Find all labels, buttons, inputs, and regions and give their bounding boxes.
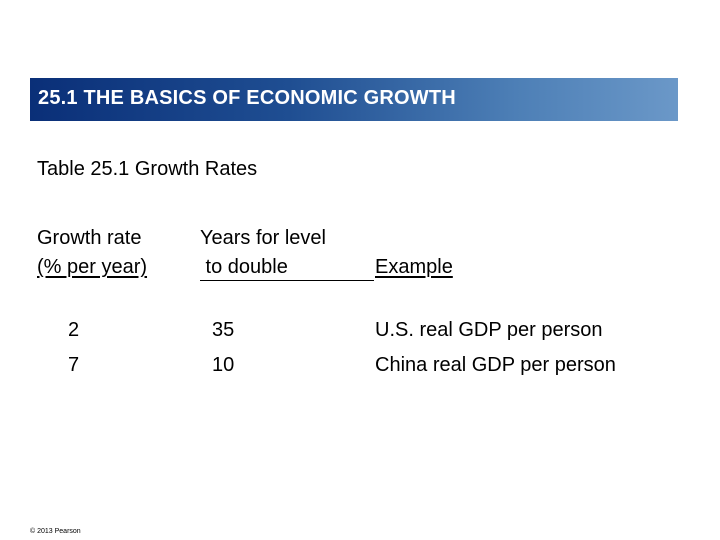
title-bar: 25.1 THE BASICS OF ECONOMIC GROWTH: [30, 78, 678, 121]
copyright-notice: © 2013 Pearson: [30, 528, 81, 535]
table-cell-years-to-double: 35: [212, 319, 235, 341]
column-header-years-line1: Years for level: [200, 227, 326, 249]
column-header-years-underline: [200, 280, 374, 281]
column-header-growth-rate-line1: Growth rate: [37, 227, 142, 249]
column-header-years-line2: to double: [200, 256, 288, 278]
slide-title: 25.1 THE BASICS OF ECONOMIC GROWTH: [38, 87, 456, 109]
column-header-growth-rate-line2: (% per year): [37, 256, 148, 278]
table-cell-growth-rate: 2: [68, 319, 80, 341]
column-header-example: Example: [375, 256, 453, 278]
table-cell-years-to-double: 10: [212, 354, 235, 376]
table-cell-example: U.S. real GDP per person: [375, 319, 603, 341]
table-cell-example: China real GDP per person: [375, 354, 616, 376]
table-cell-growth-rate: 7: [68, 354, 80, 376]
table-caption: Table 25.1 Growth Rates: [37, 158, 258, 180]
column-header-years-to-double: Years for level to double: [200, 224, 326, 282]
column-header-growth-rate: Growth rate (% per year): [37, 224, 147, 282]
